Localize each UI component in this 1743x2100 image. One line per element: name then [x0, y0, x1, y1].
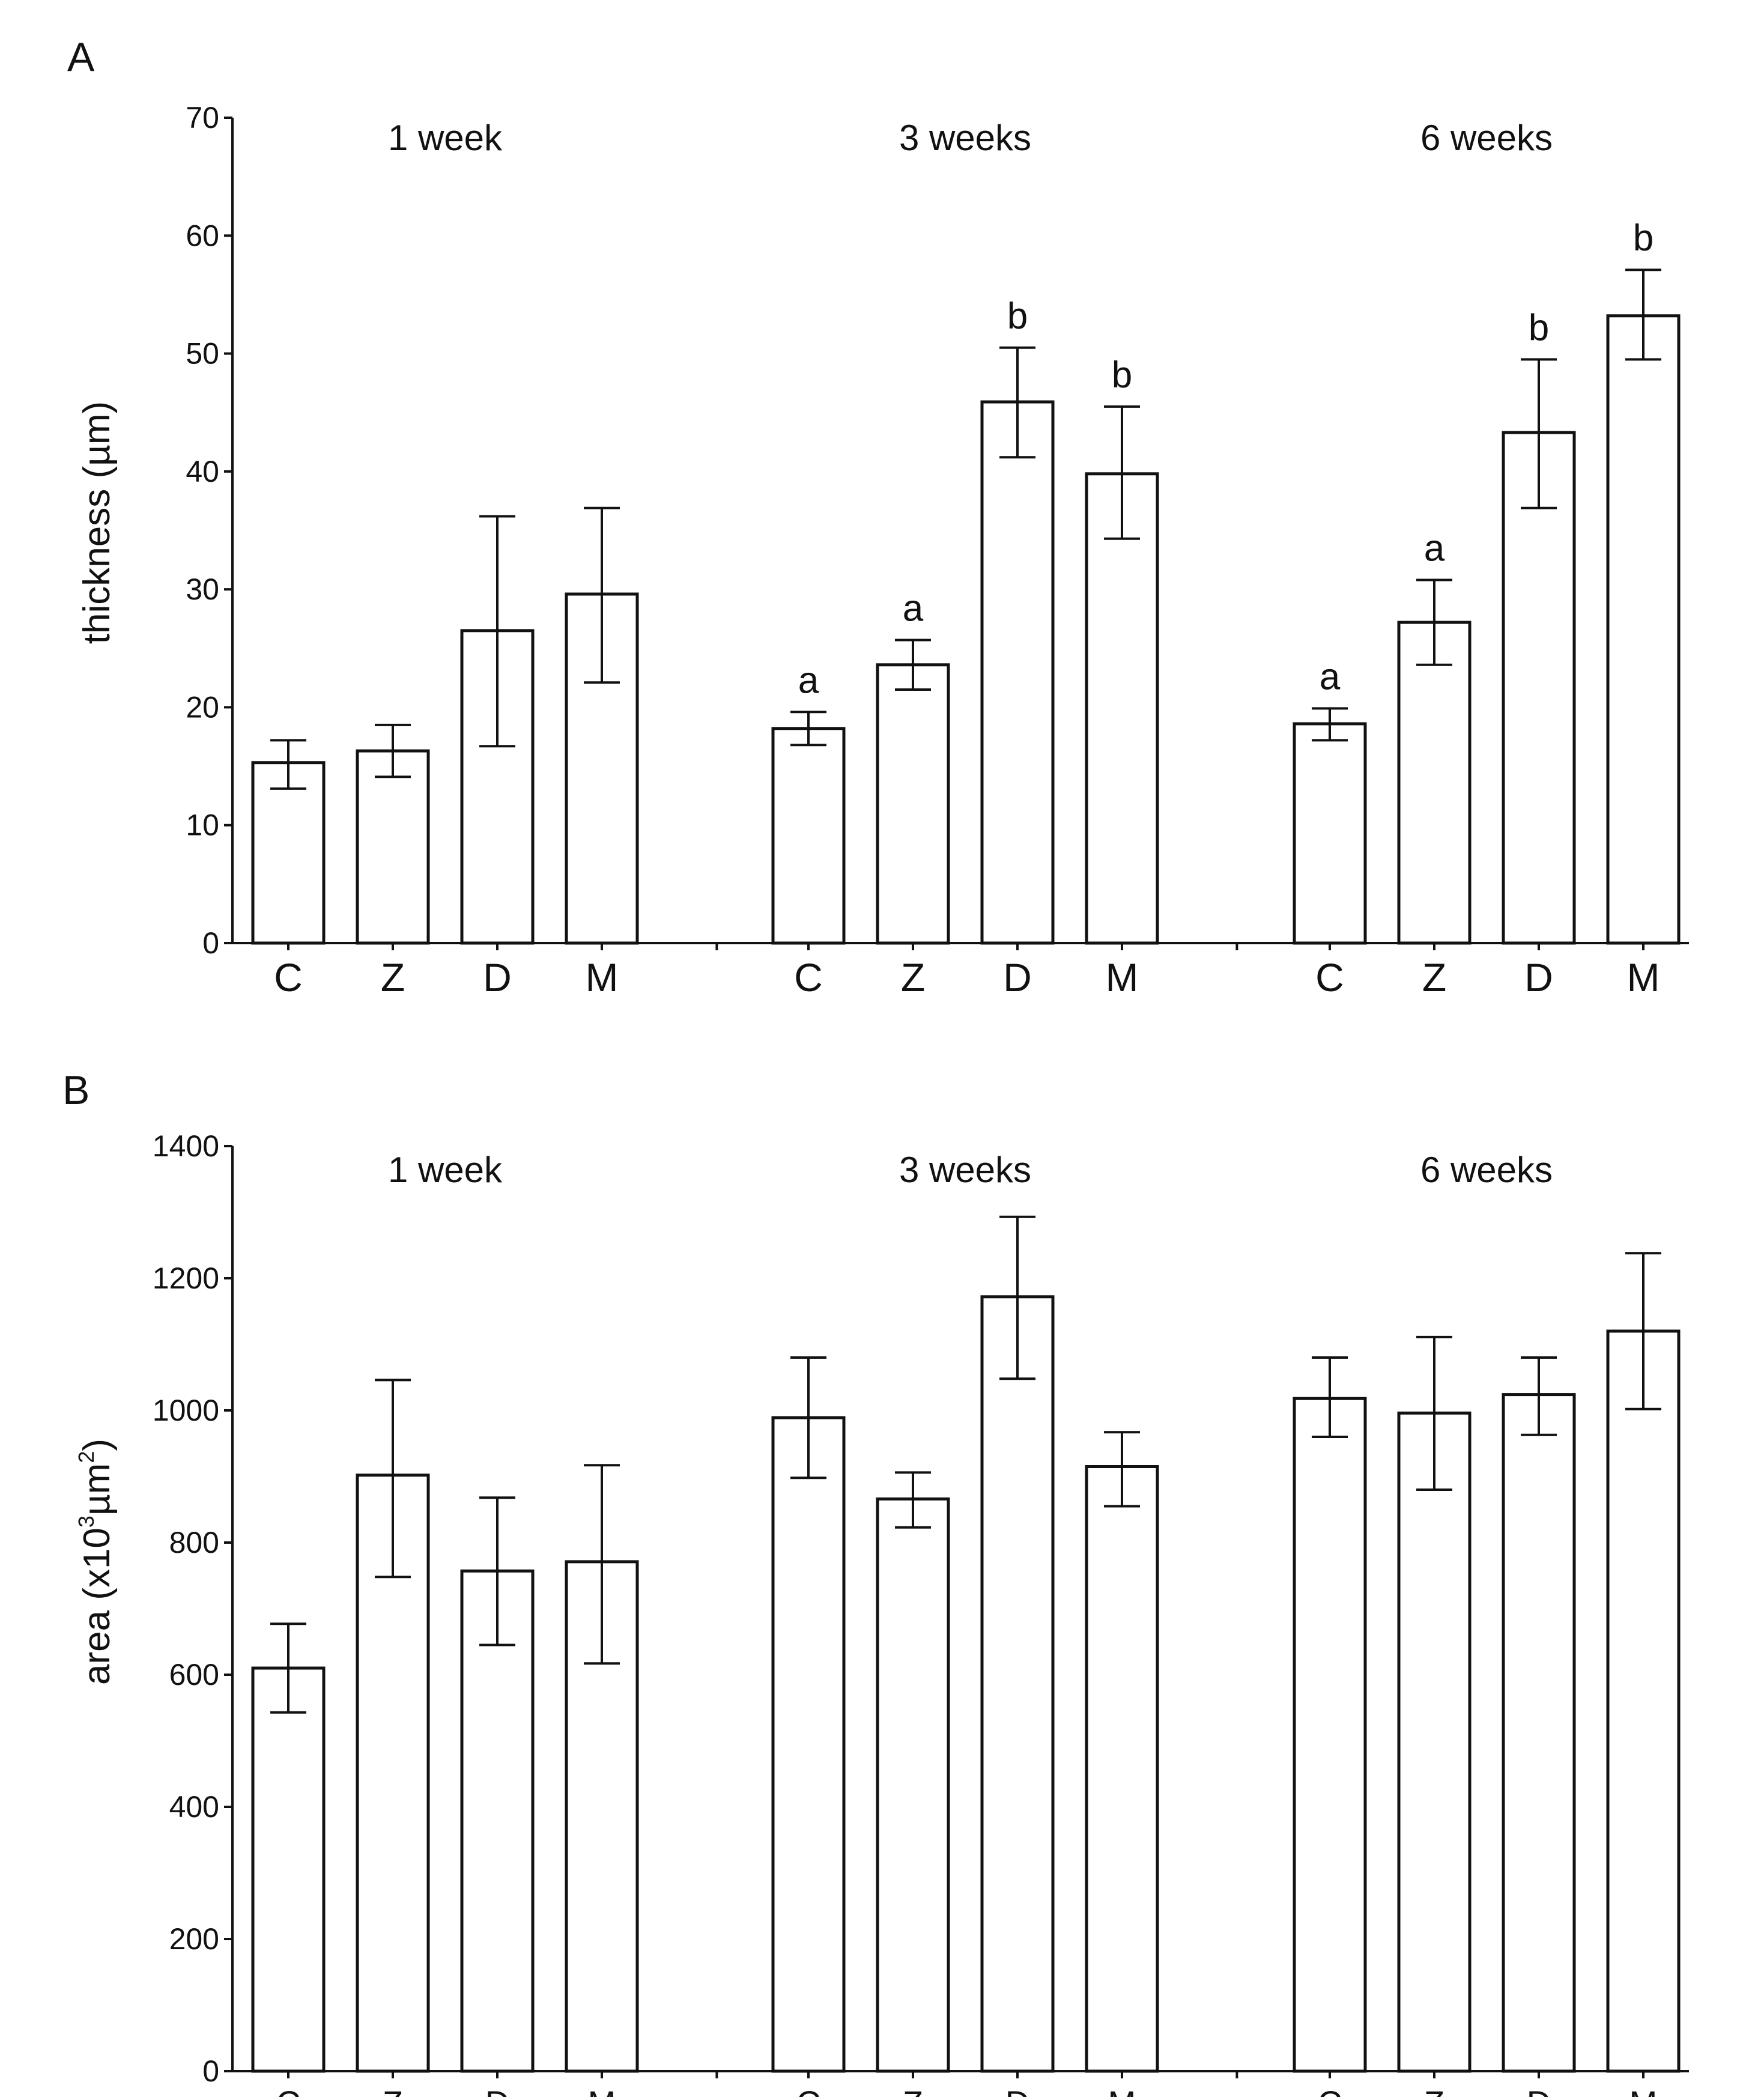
panel-b-y-tick-label: 200	[169, 1922, 219, 1956]
panel-b-category-label: Z	[1424, 2084, 1444, 2097]
panel-a-significance-letter: a	[1320, 656, 1341, 697]
panel-a-significance-letter: a	[903, 588, 924, 630]
panel-b-bar	[1293, 1397, 1367, 2073]
panel-a-labels: 0 10 20 30 40 50 60 70 1 week C Z D M 3 weeks a Ca Zb Db M…	[186, 101, 1660, 1000]
panel-a-bar	[1502, 431, 1576, 945]
panel-b-category-label: Z	[903, 2084, 923, 2097]
panel-b-bar	[1085, 1465, 1159, 2073]
panel-a-category-label: Z	[381, 955, 405, 1000]
panel-a-y-tick-label: 20	[186, 690, 219, 724]
panel-b-y-title-end: )	[76, 1439, 118, 1451]
panel-a-category-label: D	[483, 955, 512, 1000]
panel-a-significance-letter: a	[798, 660, 819, 701]
panel-b-bar	[876, 1497, 950, 2073]
panel-b-category-label: C	[796, 2084, 820, 2097]
panel-a-bars	[251, 269, 1681, 945]
panel-b-bar	[251, 1666, 326, 2073]
panel-a-y-tick-label: 70	[186, 101, 219, 135]
panel-a-bar	[1606, 314, 1681, 945]
panel-a-bar	[356, 749, 430, 945]
panel-a-y-tick-label: 50	[186, 337, 219, 371]
panel-b-y-title-mid: µm	[76, 1463, 118, 1516]
panel-b-label: B	[62, 1067, 89, 1113]
panel-b-y-tick-label: 0	[202, 2054, 219, 2088]
panel-a-bar	[1397, 621, 1472, 945]
panel-b-group-label: 3 weeks	[899, 1150, 1031, 1190]
panel-a-category-label: Z	[901, 955, 925, 1000]
panel-b-category-label: D	[485, 2084, 509, 2097]
panel-a-y-tick-label: 40	[186, 455, 219, 488]
panel-b-category-label: D	[1527, 2084, 1551, 2097]
panel-a-category-label: M	[1106, 955, 1139, 1000]
panel-b-bar	[460, 1569, 535, 2073]
panel-b-y-tick-label: 600	[169, 1658, 219, 1692]
panel-a-group-label: 1 week	[388, 118, 503, 158]
panel-b-y-title-sup2: 2	[74, 1451, 99, 1463]
panel-a-y-tick-label: 10	[186, 809, 219, 842]
panel-b-y-tick-label: 1200	[153, 1261, 219, 1295]
panel-b-category-label: M	[588, 2084, 616, 2097]
panel-a-bar	[980, 400, 1055, 945]
panel-b-group-label: 1 week	[388, 1150, 503, 1190]
panel-a-bar	[771, 727, 846, 945]
panel-a-y-tick-label: 30	[186, 572, 219, 606]
panel-b-category-label: C	[276, 2084, 300, 2097]
panel-b-bar	[980, 1295, 1055, 2073]
panel-b-category-label: Z	[383, 2084, 403, 2097]
panel-a-bar	[876, 663, 950, 945]
panel-b-bar	[1502, 1393, 1576, 2073]
panel-a-label: A	[67, 34, 95, 80]
panel-a-significance-letter: a	[1424, 527, 1445, 569]
panel-a-category-label: M	[586, 955, 619, 1000]
panel-a-bar	[1085, 472, 1159, 945]
panel-b-labels: 0 200 400 600 800 1000 1200 1400 1 week C Z D M 3 wee…	[153, 1129, 1658, 2100]
panel-a-category-label: D	[1524, 955, 1553, 1000]
panel-a-bar	[251, 761, 326, 945]
panel-b-category-label: D	[1005, 2084, 1029, 2097]
panel-a-y-tick-label: 60	[186, 219, 219, 252]
panel-a-category-label: Z	[1422, 955, 1446, 1000]
panel-a-y-tick-label: 0	[202, 926, 219, 960]
panel-a-group-label: 3 weeks	[899, 118, 1031, 158]
panel-a: A thickness (µm) 0 10 20 30 40 50 60 70 1 week C Z…	[67, 34, 1689, 1000]
panel-b-category-label: C	[1318, 2084, 1342, 2097]
panel-b-y-tick-label: 400	[169, 1790, 219, 1824]
panel-b-y-tick-label: 800	[169, 1526, 219, 1559]
panel-a-y-axis-title: thickness (µm)	[76, 401, 118, 644]
panel-a-category-label: C	[794, 955, 823, 1000]
panel-b-bar	[771, 1416, 846, 2073]
panel-b-y-title-main: area (x10	[76, 1528, 118, 1685]
panel-a-category-label: D	[1003, 955, 1032, 1000]
panel-a-significance-letter: b	[1112, 354, 1132, 396]
panel-a-bar	[1293, 722, 1367, 945]
panel-a-category-label: M	[1627, 955, 1660, 1000]
panel-a-category-label: C	[1315, 955, 1344, 1000]
panel-b-y-tick-label: 1400	[153, 1129, 219, 1163]
panel-b-y-tick-label: 1000	[153, 1394, 219, 1427]
panel-a-significance-letter: b	[1529, 307, 1549, 348]
panel-b-y-title-sup1: 3	[74, 1516, 99, 1528]
panel-b-category-label: M	[1108, 2084, 1136, 2097]
panel-a-significance-letter: b	[1633, 217, 1654, 259]
panel-b-bar	[1397, 1411, 1472, 2073]
panel-b: B area (x103µm2) 0 200 400 600 800 1000 1200 14…	[62, 1067, 1689, 2100]
panel-b-bars	[251, 1215, 1681, 2073]
panel-a-category-label: C	[274, 955, 303, 1000]
panel-b-bar	[1606, 1329, 1681, 2073]
panel-b-y-axis-title: area (x103µm2)	[74, 1439, 118, 1685]
panel-b-group-label: 6 weeks	[1420, 1150, 1553, 1190]
panel-a-group-label: 6 weeks	[1420, 118, 1553, 158]
panel-b-category-label: M	[1629, 2084, 1658, 2097]
panel-a-significance-letter: b	[1007, 296, 1028, 337]
